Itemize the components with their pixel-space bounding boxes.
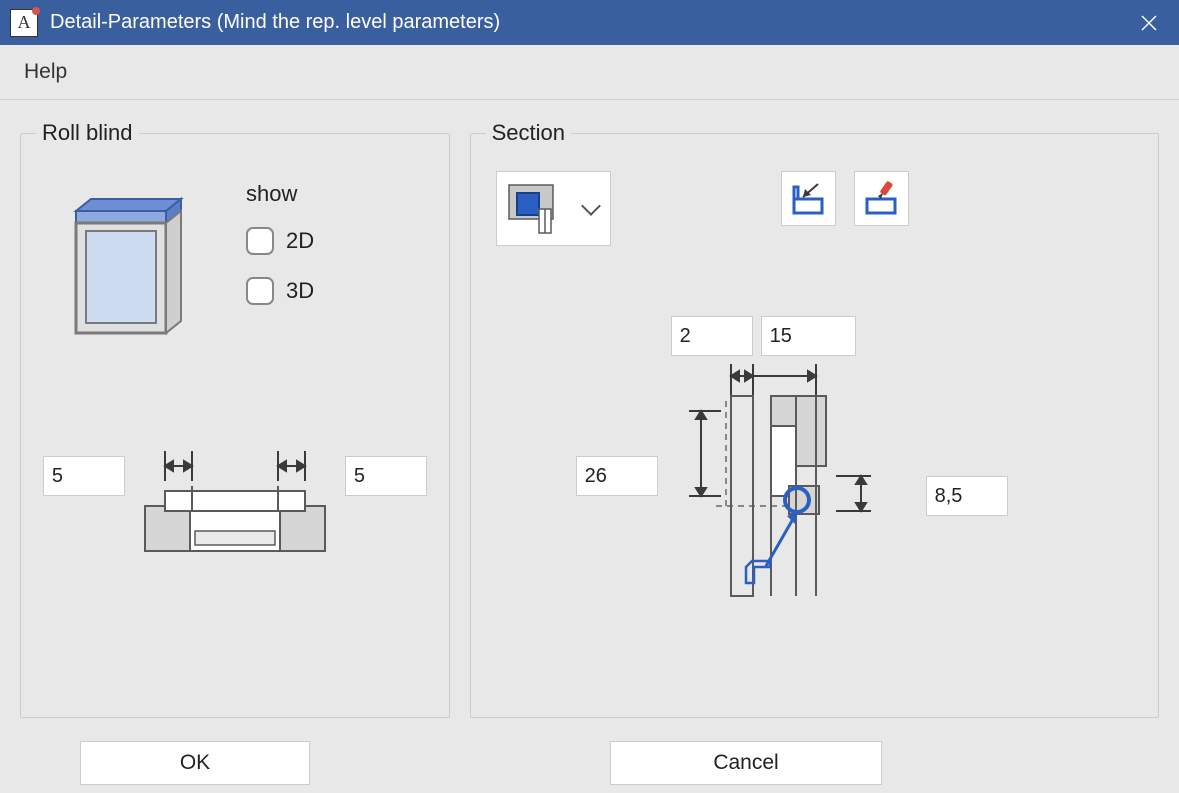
- app-icon: A: [10, 9, 38, 37]
- tool-edit-icon: [861, 179, 901, 219]
- tool-view-button[interactable]: [781, 171, 836, 226]
- section-tools: [781, 171, 909, 226]
- close-button[interactable]: [1129, 3, 1169, 43]
- section-group: Section: [470, 120, 1159, 718]
- checkbox-3d[interactable]: [246, 277, 274, 305]
- label-2d: 2D: [286, 228, 314, 254]
- roll-blind-top: show 2D 3D: [36, 161, 434, 341]
- roll-blind-options: show 2D 3D: [246, 181, 314, 341]
- window-title: Detail-Parameters (Mind the rep. level p…: [50, 11, 1129, 34]
- roll-left-input[interactable]: [43, 456, 125, 496]
- cancel-button[interactable]: Cancel: [610, 741, 882, 785]
- app-icon-letter: A: [18, 12, 31, 33]
- dialog-content: Roll blind show 2D: [0, 100, 1179, 738]
- dialog-buttons: OK Cancel: [0, 741, 1179, 785]
- ok-button-label: OK: [180, 751, 210, 775]
- option-2d-row: 2D: [246, 227, 314, 255]
- chevron-down-icon: [581, 196, 601, 216]
- section-toolbar: [486, 161, 1143, 246]
- cancel-button-label: Cancel: [713, 751, 778, 775]
- close-icon: [1141, 15, 1157, 31]
- tool-view-icon: [788, 179, 828, 219]
- checkbox-2d[interactable]: [246, 227, 274, 255]
- menu-bar: Help: [0, 45, 1179, 100]
- tool-edit-button[interactable]: [854, 171, 909, 226]
- roll-right-input[interactable]: [345, 456, 427, 496]
- section-diagram-icon: [471, 316, 1161, 696]
- title-bar: A Detail-Parameters (Mind the rep. level…: [0, 0, 1179, 45]
- show-label: show: [246, 181, 314, 207]
- section-legend: Section: [486, 120, 571, 146]
- menu-help[interactable]: Help: [24, 60, 67, 84]
- ok-button[interactable]: OK: [80, 741, 310, 785]
- roll-blind-bottom: [36, 446, 434, 566]
- option-3d-row: 3D: [246, 277, 314, 305]
- roll-blind-preview-icon: [56, 181, 196, 341]
- section-type-icon: [505, 181, 565, 236]
- roll-blind-legend: Roll blind: [36, 120, 139, 146]
- section-diagram-area: [471, 316, 1158, 696]
- roll-blind-group: Roll blind show 2D: [20, 120, 450, 718]
- label-3d: 3D: [286, 278, 314, 304]
- roll-cross-section-icon: [135, 446, 335, 566]
- section-type-dropdown[interactable]: [496, 171, 611, 246]
